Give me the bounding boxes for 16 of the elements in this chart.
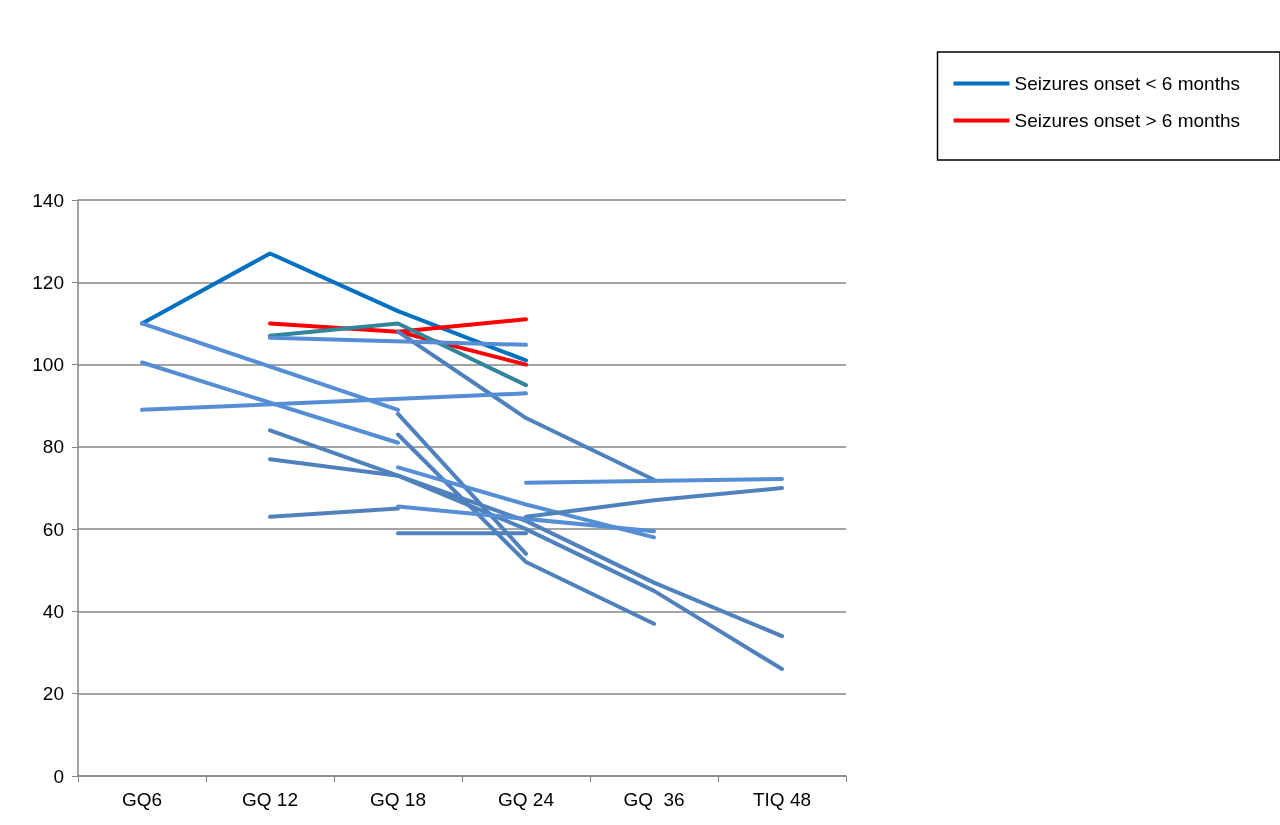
y-tick-label: 20	[42, 683, 64, 705]
y-tick-label: 60	[42, 518, 64, 540]
legend-label: Seizures onset < 6 months	[1014, 73, 1241, 94]
x-tick-label: GQ6	[121, 789, 163, 810]
x-tick-label: GQ 12	[242, 789, 298, 810]
y-tick-label: 140	[32, 189, 64, 211]
y-tick-label: 0	[53, 765, 64, 787]
y-tick-label: 120	[32, 271, 64, 293]
x-tick-label: GQ 18	[370, 789, 426, 810]
y-tick-label: 40	[42, 600, 64, 622]
x-tick-label: GQ 24	[498, 789, 555, 810]
legend-label: Seizures onset > 6 months	[1014, 110, 1241, 131]
y-tick-label: 100	[32, 354, 64, 376]
x-tick-label: GQ 36	[623, 789, 685, 810]
x-tick-label: TIQ 48	[752, 789, 812, 810]
y-tick-label: 80	[42, 436, 64, 458]
